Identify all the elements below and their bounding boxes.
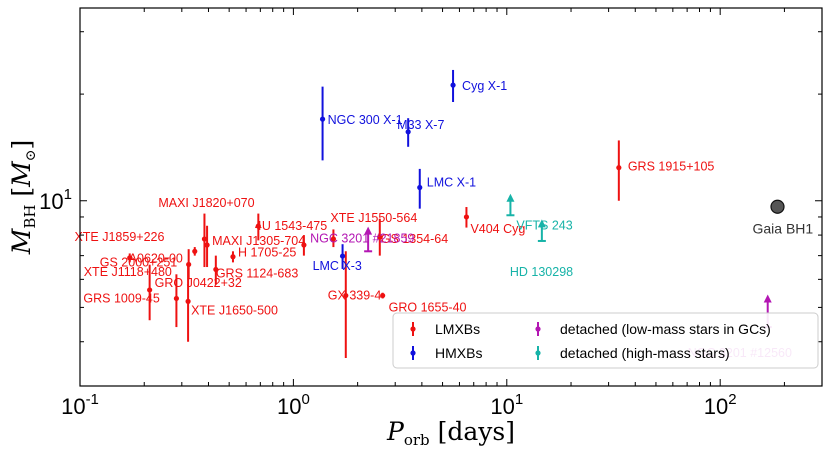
arrowhead-hd-130298 (537, 219, 546, 228)
label-xte-j1650-500: XTE J1650-500 (191, 303, 278, 317)
label-gs-1354-64: GS 1354-64 (381, 232, 448, 246)
marker-lmc-x-3 (339, 253, 346, 259)
label-gx-339-4: GX 339-4 (328, 289, 382, 303)
marker-xte-j1859-226 (201, 236, 208, 242)
label-gaia-bh1: Gaia BH1 (752, 221, 813, 237)
series-gaia (770, 199, 785, 214)
legend-label-detached-high-mass-stars-: detached (high-mass stars) (560, 345, 730, 361)
plot-area-frame (79, 7, 823, 387)
series-LMXBs (127, 140, 622, 358)
label-xte-j1550-564: XTE J1550-564 (330, 211, 417, 225)
marker-grs-1915-105 (616, 165, 622, 171)
label-gro-1655-40: GRO 1655-40 (389, 301, 467, 315)
marker-gro-1655-40 (380, 292, 386, 299)
marker-grs-1009-45 (173, 295, 180, 302)
marker-xte-j1118-480 (127, 255, 133, 261)
legend-label-hmxbs: HMXBs (435, 345, 482, 361)
label-maxi-j1305-704: MAXI J1305-704 (212, 234, 305, 248)
marker-gs-1354-64 (377, 234, 383, 240)
marker-v404-cyg (463, 214, 470, 220)
label-h-1705-25: H 1705-25 (238, 246, 296, 260)
point-labels-layer: GRS 1915+105 V404 Cyg MAXI J1820+070 XTE J1… (74, 79, 813, 360)
legend-label-detached-low-mass-stars-in-gcs-: detached (low-mass stars in GCs) (560, 321, 771, 337)
arrowhead-ngc-3201-21859 (364, 226, 373, 235)
marker-lmc-x-1 (417, 184, 423, 191)
arrowhead-vfts-243 (506, 193, 515, 202)
label-lmc-x-3: LMC X-3 (313, 259, 362, 273)
label-4u-1543-475: 4U 1543-475 (255, 219, 327, 233)
x-tick-label: 101 (490, 391, 523, 419)
marker-maxi-j1820-070 (255, 223, 261, 229)
marker-xte-j1550-564 (330, 236, 337, 242)
axis-ticks-layer: 10-1 100 101 102 101 (39, 8, 823, 419)
marker-maxi-j1305-704 (204, 242, 210, 248)
marker-ngc-300-x-1 (319, 116, 326, 122)
label-m33-x-7: M33 X-7 (397, 118, 444, 132)
legend-swatch-marker-hmxbs (410, 350, 416, 356)
label-v404-cyg: V404 Cyg (470, 222, 525, 236)
y-axis-label: MBH [M⊙] (7, 140, 39, 256)
label-grs-1915-105: GRS 1915+105 (628, 160, 715, 174)
series-HMXBs (319, 69, 456, 269)
legend-swatch-marker-lmxbs (410, 326, 416, 332)
label-ngc-3201-21859: NGC 3201 #21859 (310, 231, 414, 245)
marker-gs-2000-251 (192, 248, 198, 254)
marker-gaia-bh1 (770, 199, 785, 214)
legend-swatch-marker-detached-high-mass-stars- (535, 350, 541, 356)
marker-gro-j0422-32 (147, 287, 153, 293)
label-maxi-j1820-070: MAXI J1820+070 (158, 196, 254, 210)
marker-h-1705-25 (230, 254, 236, 260)
legend-frame (392, 312, 819, 369)
x-tick-label: 100 (277, 391, 310, 419)
marker-gx-339-4 (343, 292, 349, 299)
x-tick-label: 10-1 (61, 391, 99, 419)
label-grs-1124-683: GRS 1124-683 (216, 266, 299, 280)
series-hm (506, 193, 546, 242)
legend: LMXBs HMXBs detached (low-mass stars in GC… (392, 312, 819, 369)
legend-swatch-marker-detached-low-mass-stars-in-gcs- (535, 326, 541, 332)
label-gro-j0422-32: GRO J0422+32 (155, 276, 242, 290)
label-ngc-300-x-1: NGC 300 X-1 (328, 113, 403, 127)
x-axis-label: Porb [days] (386, 417, 515, 449)
label-hd-130298: HD 130298 (510, 265, 573, 279)
marker-cyg-x-1 (450, 82, 456, 88)
label-xte-j1118-480: XTE J1118+480 (84, 265, 172, 279)
marker-grs-1124-683 (213, 266, 219, 273)
label-vfts-243: VFTS 243 (516, 218, 572, 232)
label-xte-j1859-226: XTE J1859+226 (74, 230, 164, 244)
x-tick-label: 102 (704, 391, 737, 419)
y-tick-label: 101 (39, 186, 72, 214)
label-cyg-x-1: Cyg X-1 (462, 79, 507, 93)
label-lmc-x-1: LMC X-1 (427, 175, 476, 189)
marker-4u-1543-475 (301, 242, 307, 248)
marker-xte-j1650-500 (185, 298, 191, 304)
marker-m33-x-7 (405, 129, 411, 135)
series-layer (127, 69, 785, 358)
legend-label-lmxbs: LMXBs (435, 321, 480, 337)
label-gs-2000-251: GS 2000+251 (100, 255, 178, 269)
label-a0620-00: A0620-00 (129, 251, 183, 265)
arrowhead-ngc-3201-12560 (763, 294, 772, 303)
label-grs-1009-45: GRS 1009-45 (83, 291, 159, 305)
